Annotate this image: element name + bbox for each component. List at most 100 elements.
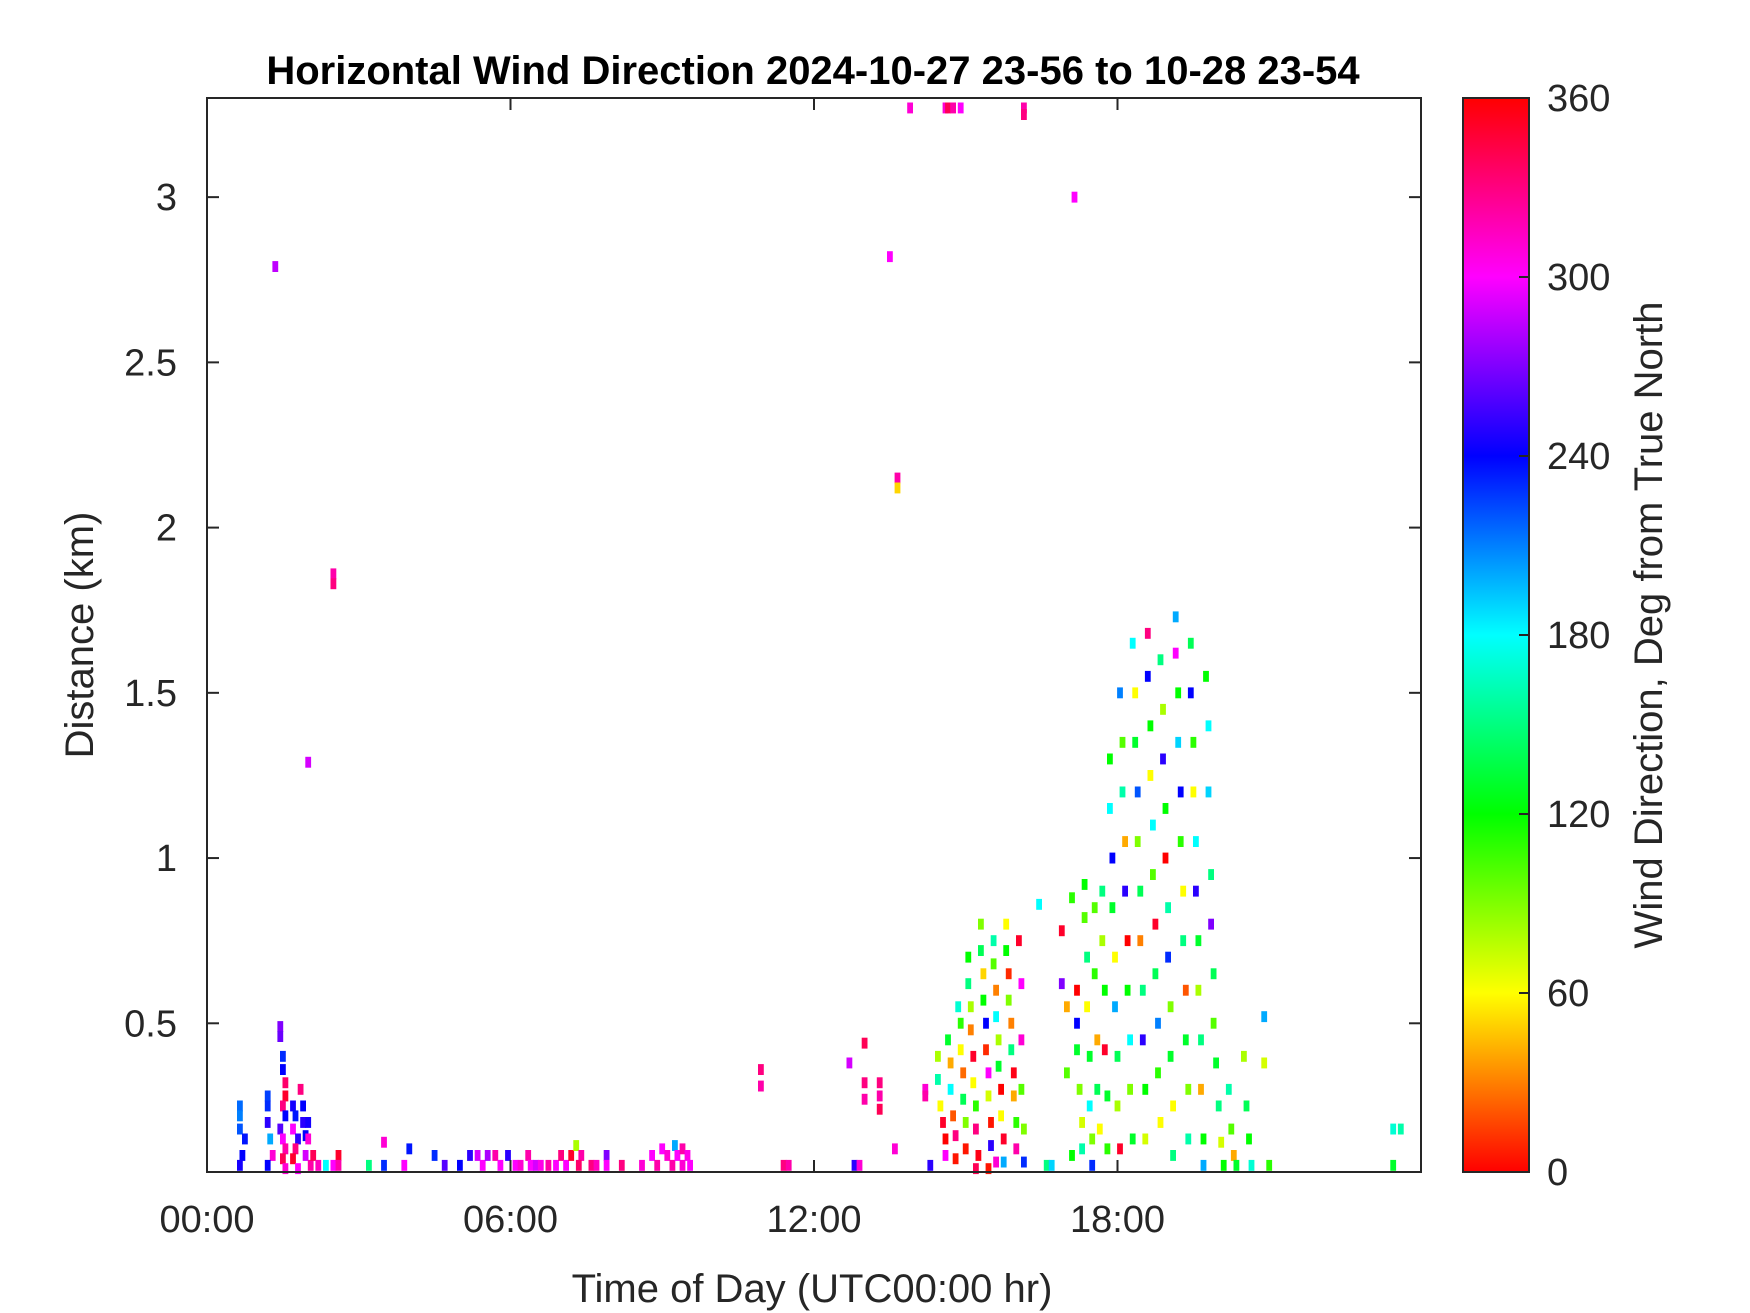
heatmap-cell [272,261,279,272]
heatmap-cell [277,1021,284,1032]
heatmap-cell [679,1143,686,1155]
heatmap-cell [1005,994,1012,1006]
heatmap-cell [401,1159,408,1171]
heatmap-cell [1096,1123,1103,1135]
colorbar-tick-label: 180 [1547,615,1610,657]
heatmap-cell [1109,902,1116,914]
heatmap-cell [335,1150,342,1161]
heatmap-cell [985,1163,992,1175]
heatmap-cell [295,1133,301,1145]
heatmap-cell [993,1011,999,1023]
heatmap-cell [1390,1159,1397,1171]
heatmap-cell [942,1150,949,1161]
heatmap-cell [280,1050,286,1062]
heatmap-cell [366,1159,372,1171]
heatmap-cell [330,578,337,590]
heatmap-cell [1165,902,1171,914]
heatmap-cell [593,1159,600,1171]
heatmap-cell [687,1159,693,1171]
heatmap-cell [1013,1117,1020,1128]
heatmap-cell [894,472,901,484]
heatmap-cell [861,1037,868,1049]
heatmap-cell [851,1159,858,1171]
x-tick-label: 06:00 [463,1199,558,1241]
heatmap-cell [1091,968,1098,980]
heatmap-cell [532,1159,539,1171]
heatmap-cell [282,1077,289,1089]
heatmap-cell [1005,968,1012,980]
heatmap-cell [1013,1143,1020,1155]
heatmap-cell [1021,109,1027,120]
heatmap-cell [290,1123,296,1135]
heatmap-cell [995,1060,1002,1072]
heatmap-cell [1008,1017,1015,1029]
heatmap-cell [664,1150,671,1161]
heatmap-cell [1084,951,1090,963]
heatmap-cell [950,1110,956,1122]
heatmap-cell [669,1159,676,1171]
heatmap-cell [1180,885,1187,897]
colorbar-tick-label: 120 [1547,794,1610,836]
heatmap-cell [1190,736,1197,748]
heatmap-cell [1079,1143,1085,1155]
heatmap-cell [1124,935,1131,947]
heatmap-cell [1081,879,1088,890]
heatmap-cell [998,1083,1004,1095]
heatmap-cell [1036,898,1042,910]
heatmap-cell [985,1067,992,1079]
heatmap-cell [292,1143,299,1155]
heatmap-cell [1112,1001,1118,1013]
heatmap-cell [937,1100,944,1112]
heatmap-cell [1152,918,1159,930]
heatmap-cell [1147,770,1154,781]
heatmap-cell [1261,1011,1268,1023]
heatmap-cell [1091,902,1098,914]
heatmap-cell [282,1163,289,1175]
heatmap-cell [267,1133,274,1145]
heatmap-cell [1112,951,1118,963]
y-tick-label: 2.5 [124,342,177,384]
heatmap-cell [1074,1017,1080,1029]
colorbar-tick-label: 240 [1547,436,1610,478]
heatmap-cell [1107,803,1113,814]
heatmap-cell [1101,984,1108,996]
heatmap-cell [315,1159,322,1171]
heatmap-cell [935,1050,941,1062]
heatmap-cell [1175,687,1182,699]
heatmap-cell [1177,836,1184,847]
heatmap-cell [1086,1100,1093,1112]
heatmap-cell [323,1159,329,1171]
heatmap-cell [1069,1150,1075,1161]
heatmap-cell [679,1159,686,1171]
heatmap-cell [1150,819,1156,831]
heatmap-cell [957,102,964,114]
heatmap-cell [1233,1159,1240,1171]
heatmap-cell [1182,984,1189,996]
heatmap-cell [1043,1159,1050,1171]
heatmap-cell [573,1140,580,1151]
heatmap-cell [990,958,997,970]
heatmap-cell [1193,836,1199,847]
heatmap-cell [1187,687,1194,699]
heatmap-cell [280,1064,286,1075]
heatmap-cell [295,1163,301,1175]
heatmap-cell [305,1133,312,1145]
heatmap-cell [484,1150,491,1161]
heatmap-cell [973,1163,979,1175]
heatmap-cell [983,1017,989,1029]
heatmap-cell [474,1150,481,1161]
heatmap-cell [237,1110,243,1122]
heatmap-cell [1170,1100,1176,1112]
heatmap-cell [980,968,987,980]
heatmap-cell [988,1140,994,1151]
heatmap-cell [1076,1083,1083,1095]
heatmap-cell [290,1100,296,1112]
heatmap-cell [1021,102,1027,114]
heatmap-cell [1157,654,1164,666]
colorbar-label: Wind Direction, Deg from True North [1627,302,1671,949]
heatmap-cell [1119,736,1126,748]
heatmap-cell [1150,869,1156,880]
heatmap-cell [1172,611,1179,623]
heatmap-cell [1074,1044,1080,1056]
